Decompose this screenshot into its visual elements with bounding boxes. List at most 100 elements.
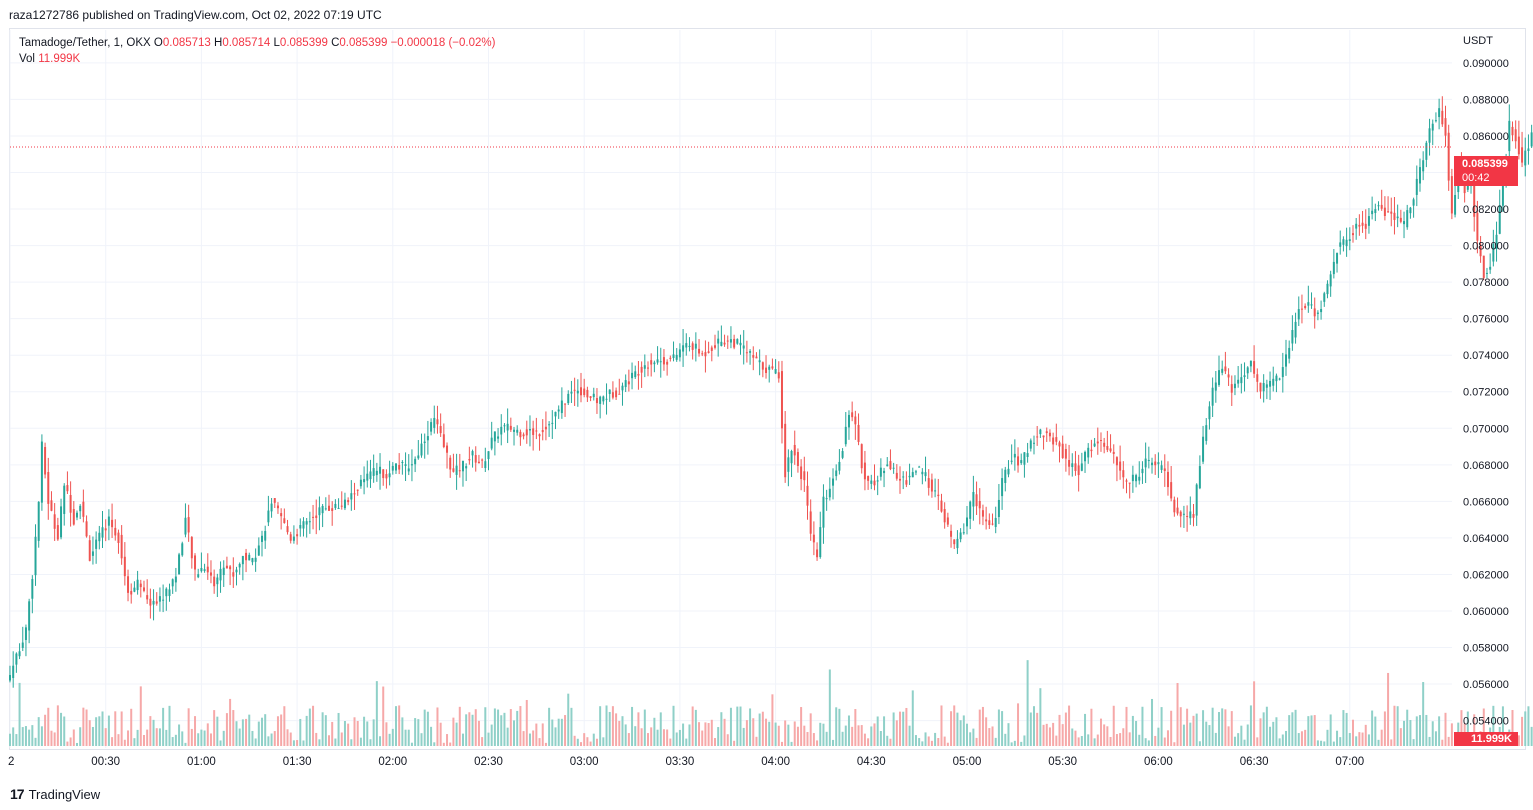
candle-body: [420, 443, 423, 456]
price-tick-label: 0.078000: [1463, 277, 1509, 289]
candle-body: [930, 479, 933, 492]
volume-bar: [608, 711, 611, 746]
change-value: −0.000018 (−0.02%): [390, 37, 496, 49]
price-tick-label: 0.064000: [1463, 533, 1509, 545]
candle-body: [142, 587, 145, 591]
volume-bar: [229, 698, 232, 746]
candle-body: [280, 513, 283, 517]
candle-body: [755, 356, 758, 359]
candle-body: [573, 389, 576, 391]
volume-bar: [768, 721, 771, 746]
volume-bar: [1151, 698, 1154, 746]
candle-body: [595, 398, 598, 404]
candle-body: [592, 393, 595, 398]
candle-body: [1084, 451, 1087, 462]
candle-body: [181, 543, 184, 556]
volume-bar: [739, 706, 742, 746]
candle-body: [1141, 468, 1144, 474]
candle-body: [713, 345, 716, 348]
candle-body: [477, 461, 480, 464]
candle-body: [353, 493, 356, 495]
candle-body: [1074, 463, 1077, 471]
candle-body: [787, 457, 790, 472]
volume-bar: [1099, 718, 1102, 746]
candle-body: [707, 351, 710, 353]
volume-bar: [194, 716, 197, 746]
candle-body: [828, 488, 831, 498]
candle-body: [458, 470, 461, 472]
volume-bar: [1425, 714, 1428, 746]
candle-body: [1026, 453, 1029, 457]
volume-bar: [1141, 706, 1144, 746]
candle-body: [991, 523, 994, 525]
candle-body: [1052, 437, 1055, 445]
symbol-label[interactable]: Tamadoge/Tether, 1, OKX: [19, 37, 151, 49]
candle-body: [905, 480, 908, 485]
candle-body: [1080, 463, 1083, 471]
candle-body: [363, 479, 366, 483]
volume-bar: [1412, 739, 1415, 746]
candle-body: [812, 534, 815, 543]
candle-body: [1198, 466, 1201, 489]
volume-bar: [1272, 721, 1275, 746]
volume-bar: [410, 742, 413, 746]
candle-body: [410, 464, 413, 466]
candle-body: [1163, 468, 1166, 471]
volume-bar: [988, 728, 991, 746]
volume-bar: [484, 707, 487, 746]
volume-bar: [975, 737, 978, 746]
candle-body: [934, 490, 937, 492]
candle-body: [1495, 234, 1498, 249]
time-tick-label: 04:30: [857, 756, 886, 768]
candle-body: [369, 471, 372, 480]
candle-body: [1272, 378, 1275, 386]
candle-body: [509, 425, 512, 430]
candle-body: [662, 357, 665, 365]
volume-bar: [1004, 733, 1007, 746]
volume-bar: [1036, 712, 1039, 746]
candle-body: [60, 506, 63, 538]
volume-bar: [729, 707, 732, 746]
volume-bar: [324, 715, 327, 746]
candle-body: [340, 505, 343, 507]
volume-bar: [812, 733, 815, 746]
candle-body: [133, 587, 136, 592]
volume-bar: [943, 736, 946, 746]
volume-bar: [1422, 682, 1425, 746]
candle-body: [37, 501, 40, 541]
volume-bar: [1233, 736, 1236, 746]
volume-bar: [85, 709, 88, 746]
volume-bar: [653, 717, 656, 746]
volume-bar: [838, 708, 841, 746]
price-tick-label: 0.056000: [1463, 679, 1509, 691]
candle-body: [589, 396, 592, 398]
volume-bar: [1106, 726, 1109, 746]
price-tick-label: 0.072000: [1463, 387, 1509, 399]
candle-body: [1482, 255, 1485, 278]
candle-body: [66, 485, 69, 492]
time-tick-label: 03:00: [570, 756, 599, 768]
tradingview-footer[interactable]: 17 TradingView: [10, 786, 100, 802]
volume-bar: [184, 742, 187, 746]
candle-body: [937, 494, 940, 497]
volume-bar: [31, 725, 34, 746]
volume-bar: [347, 723, 350, 746]
price-tick-label: 0.086000: [1463, 131, 1509, 143]
volume-bar: [203, 730, 206, 746]
candle-body: [624, 380, 627, 388]
candle-body: [1380, 204, 1383, 209]
candle-body: [1377, 205, 1380, 207]
volume-bar: [1093, 738, 1096, 746]
volume-bar: [749, 708, 752, 746]
volume-bar: [752, 718, 755, 746]
volume-bar: [790, 741, 793, 746]
candle-body: [796, 452, 799, 466]
candle-body: [1224, 366, 1227, 372]
candle-body: [158, 596, 161, 602]
candle-body: [1230, 384, 1233, 393]
volume-bar: [599, 706, 602, 746]
volume-bar: [1326, 729, 1329, 746]
volume-bar: [1240, 725, 1243, 746]
volume-bar: [793, 721, 796, 746]
